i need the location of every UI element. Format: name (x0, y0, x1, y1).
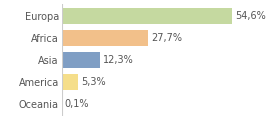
Text: 54,6%: 54,6% (235, 11, 266, 21)
Text: 5,3%: 5,3% (81, 77, 105, 87)
Text: 0,1%: 0,1% (64, 99, 89, 109)
Text: 27,7%: 27,7% (151, 33, 182, 43)
Bar (62, 74, 78, 90)
Text: 12,3%: 12,3% (102, 55, 133, 65)
Bar (62, 30, 148, 46)
Bar (62, 8, 232, 24)
Bar (62, 52, 100, 68)
